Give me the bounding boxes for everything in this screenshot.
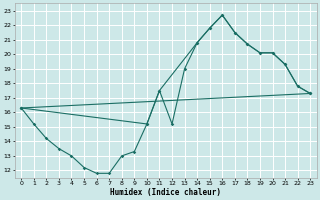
X-axis label: Humidex (Indice chaleur): Humidex (Indice chaleur): [110, 188, 221, 197]
